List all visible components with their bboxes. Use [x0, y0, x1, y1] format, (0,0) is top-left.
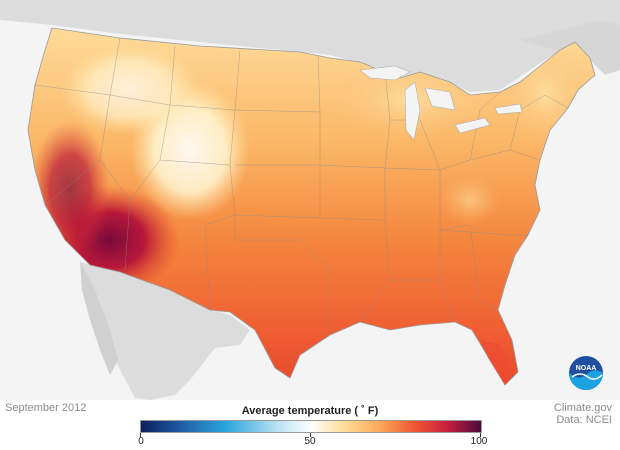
surrounding-land [0, 0, 620, 400]
credit-source: Climate.gov [553, 402, 612, 414]
svg-text:NOAA: NOAA [576, 365, 597, 372]
legend-title: Average temperature ( ˚ F) [241, 405, 379, 417]
us-outline [27, 27, 596, 386]
florida-region [480, 340, 515, 385]
legend-color-bar [140, 420, 482, 433]
legend-tick-0 [140, 433, 141, 437]
legend-tick-label-100: 100 [470, 436, 488, 447]
legend-tick-label-0: 0 [138, 436, 144, 447]
date-label: September 2012 [5, 402, 87, 414]
state-borders [34, 37, 569, 335]
temperature-map [0, 0, 620, 400]
credit-data: Data: NCEI [556, 414, 612, 426]
noaa-logo-icon: NOAA [569, 356, 603, 390]
legend-tick-50 [310, 433, 311, 437]
map-svg [0, 0, 620, 400]
legend-tick-label-50: 50 [304, 436, 316, 447]
great-lakes [359, 65, 523, 141]
legend-tick-100 [480, 433, 481, 437]
